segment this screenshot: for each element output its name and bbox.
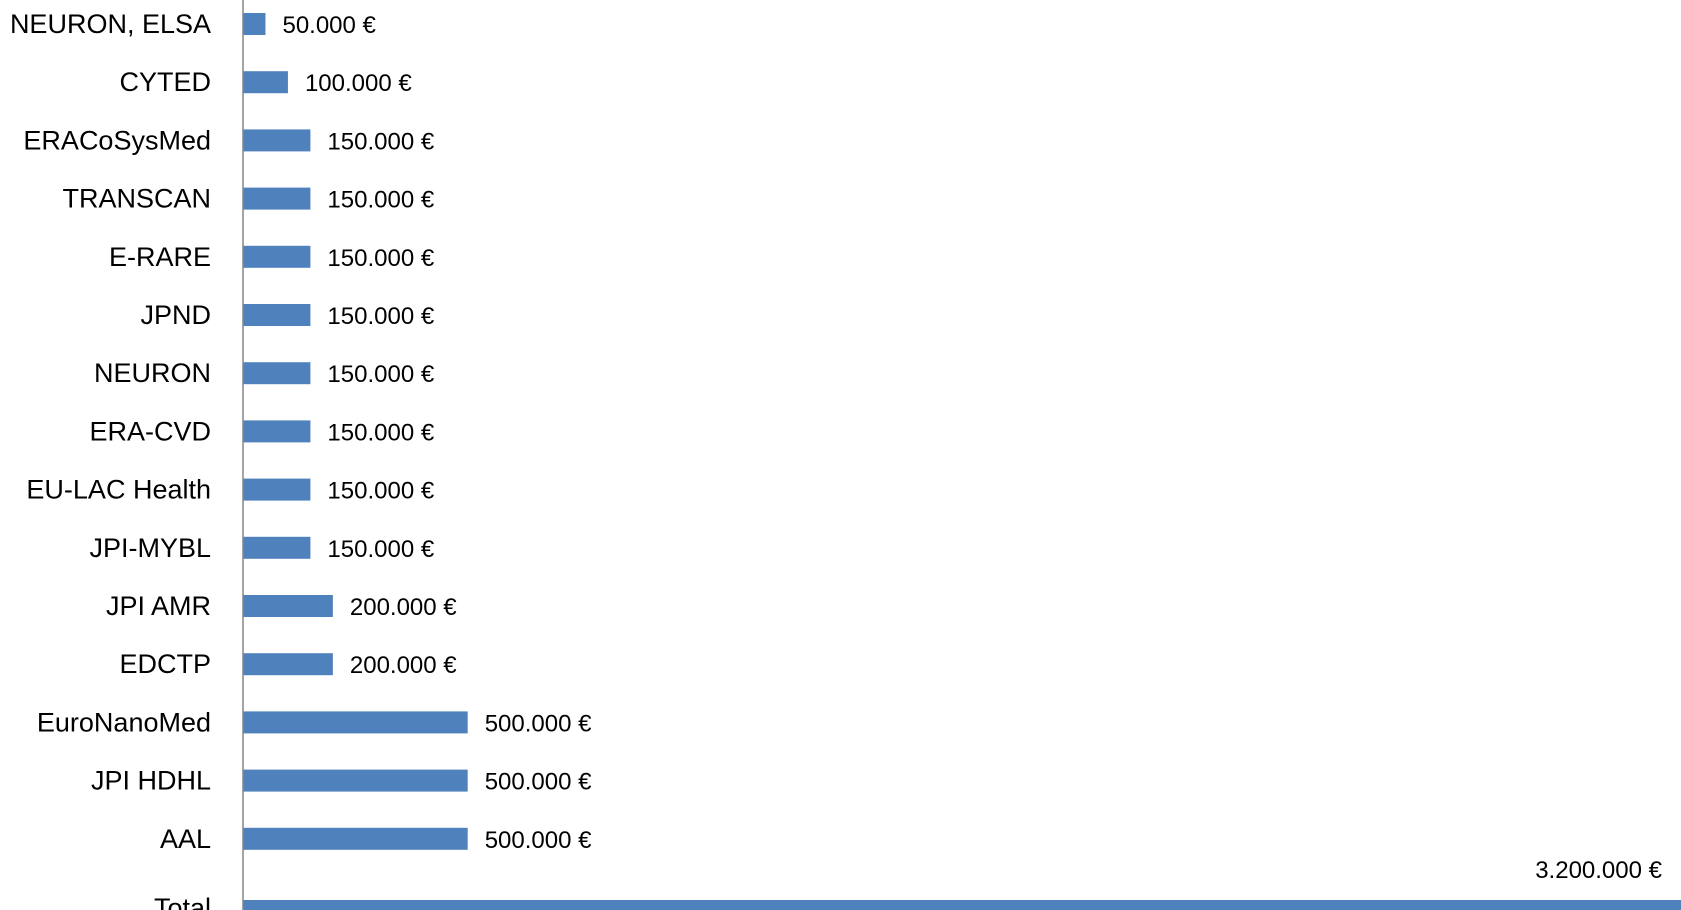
bar-8 — [243, 478, 311, 501]
bar-3 — [243, 187, 311, 210]
bar-0 — [243, 13, 266, 35]
category-label-2: ERACoSysMed — [23, 125, 211, 155]
bar-5 — [243, 304, 311, 326]
bar-15 — [243, 900, 1681, 910]
category-label-5: JPND — [140, 300, 211, 330]
bar-2 — [243, 129, 311, 152]
value-label-6: 150.000 € — [327, 361, 434, 388]
value-label-11: 200.000 € — [350, 652, 457, 679]
bar-13 — [243, 769, 468, 792]
category-label-14: AAL — [160, 824, 211, 854]
bars-group — [243, 13, 1681, 910]
value-label-2: 150.000 € — [327, 128, 434, 155]
value-labels-group: 50.000 € 100.000 € 150.000 € 150.000 € 150.0… — [282, 12, 1662, 884]
bar-7 — [243, 420, 311, 443]
category-label-8: EU-LAC Health — [26, 475, 211, 505]
category-label-7: ERA-CVD — [89, 416, 211, 446]
category-label-6: NEURON — [94, 358, 211, 388]
category-label-9: JPI-MYBL — [89, 533, 211, 563]
value-label-1: 100.000 € — [305, 70, 412, 97]
category-label-0: NEURON, ELSA — [10, 9, 211, 39]
value-label-5: 150.000 € — [327, 303, 434, 330]
bar-6 — [243, 362, 311, 385]
value-label-9: 150.000 € — [327, 536, 434, 563]
value-label-14: 500.000 € — [485, 827, 592, 854]
value-label-7: 150.000 € — [327, 419, 434, 446]
value-label-12: 500.000 € — [485, 710, 592, 737]
category-label-3: TRANSCAN — [62, 184, 211, 214]
bar-14 — [243, 827, 468, 850]
value-label-3: 150.000 € — [327, 187, 434, 214]
bar-10 — [243, 595, 333, 617]
value-label-8: 150.000 € — [327, 478, 434, 505]
category-label-1: CYTED — [119, 67, 211, 97]
bar-4 — [243, 245, 311, 268]
value-label-13: 500.000 € — [485, 769, 592, 796]
category-labels-group: NEURON, ELSA CYTED ERACoSysMed TRANSCAN E-RA… — [10, 9, 211, 910]
category-label-13: JPI HDHL — [91, 766, 211, 796]
category-label-10: JPI AMR — [106, 591, 211, 621]
value-label-15: 3.200.000 € — [1535, 857, 1662, 884]
category-label-4: E-RARE — [109, 242, 211, 272]
value-label-0: 50.000 € — [282, 12, 376, 39]
bar-9 — [243, 536, 311, 559]
category-label-15: Total — [154, 893, 211, 910]
category-label-11: EDCTP — [119, 649, 211, 679]
bar-11 — [243, 653, 333, 676]
bar-12 — [243, 711, 468, 734]
category-label-12: EuroNanoMed — [37, 707, 211, 737]
bar-1 — [243, 71, 288, 94]
value-label-10: 200.000 € — [350, 594, 457, 621]
value-label-4: 150.000 € — [327, 245, 434, 272]
